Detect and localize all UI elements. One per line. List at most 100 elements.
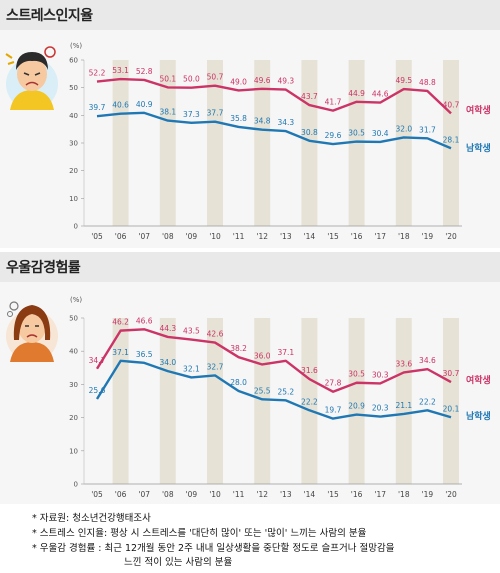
depression-data-label-male: 37.1: [112, 348, 129, 357]
depression-data-label-male: 34.0: [159, 358, 176, 367]
stress-x-tick-label: '16: [351, 232, 363, 241]
stress-x-tick-label: '19: [422, 232, 434, 241]
depression-band: [207, 318, 223, 484]
depression-y-tick-label: 30: [69, 381, 78, 389]
stress-data-label-male: 40.6: [112, 101, 129, 110]
depression-data-label-male: 32.1: [183, 364, 200, 373]
stress-data-label-female: 52.2: [89, 69, 106, 78]
depression-data-label-male: 25.6: [89, 386, 106, 395]
depression-y-tick-label: 20: [69, 414, 78, 422]
depression-data-label-female: 38.2: [230, 344, 247, 353]
stress-data-label-male: 34.3: [277, 118, 294, 127]
depression-data-label-female: 30.5: [348, 370, 365, 379]
stress-series-line-female: [96, 77, 452, 115]
depression-data-label-female: 27.8: [325, 379, 342, 388]
depression-x-tick-label: '07: [138, 490, 150, 499]
stress-data-label-male: 40.9: [136, 100, 153, 109]
stress-y-tick-label: 30: [69, 140, 78, 148]
depression-series-line-male: [95, 359, 452, 420]
depression-x-tick-label: '19: [422, 490, 434, 499]
stress-data-label-male: 29.6: [325, 131, 342, 140]
depression-band: [301, 318, 318, 484]
depression-data-label-female: 31.6: [301, 366, 318, 375]
depression-legend-female: 여학생: [466, 374, 491, 386]
note-stress-definition: * 스트레스 인지율: 평상 시 스트레스를 '대단히 많이' 또는 '많이' …: [32, 528, 367, 539]
depression-panel-body: [0, 282, 500, 504]
depression-panel: 우울감경험률 0 10 20 30 40 50 '05 '06 '07 '08 '09 '10 '11 '…: [0, 252, 500, 504]
stress-data-label-female: 50.1: [159, 74, 176, 83]
depression-data-label-female: 43.5: [183, 327, 200, 336]
stress-y-tick-label: 10: [69, 195, 78, 203]
stress-line-chart: 0 10 20 30 40 50 60 '05 '06 '07 '08 '09 '10 '11 '12 '13…: [69, 42, 491, 241]
depression-data-label-female: 34.6: [419, 356, 436, 365]
stress-data-label-female: 49.6: [254, 76, 271, 85]
depression-data-label-female: 34.7: [89, 356, 106, 365]
stress-x-tick-label: '14: [304, 232, 316, 241]
stress-data-label-male: 30.4: [372, 129, 389, 138]
note-depression-definition: * 우울감 경험률 : 최근 12개월 동안 2주 내내 일상생활을 중단할 정…: [32, 543, 395, 554]
depression-x-tick-label: '06: [115, 490, 127, 499]
stress-data-label-male: 31.7: [419, 125, 436, 134]
stress-data-label-female: 44.9: [348, 89, 365, 98]
stress-x-tick-label: '10: [209, 232, 221, 241]
sad-student-icon: [4, 296, 60, 362]
depression-y-tick-label: 0: [74, 481, 78, 489]
stress-band: [207, 60, 223, 226]
stress-y-tick-label: 50: [69, 84, 78, 92]
stress-band: [254, 60, 271, 226]
stress-series-line-male: [96, 111, 452, 150]
stress-x-tick-label: '08: [162, 232, 174, 241]
depression-legend-male: 남학생: [466, 410, 491, 422]
stress-data-label-female: 48.8: [419, 78, 436, 87]
stress-x-tick-label: '15: [327, 232, 339, 241]
depression-x-tick-label: '18: [398, 490, 410, 499]
depression-x-tick-label: '13: [280, 490, 292, 499]
stress-x-tick-label: '17: [374, 232, 386, 241]
depression-panel-header: 우울감경험률: [0, 252, 500, 282]
stress-x-tick-label: '06: [115, 232, 127, 241]
stress-data-label-female: 40.7: [443, 100, 460, 109]
depression-line-chart: 0 10 20 30 40 50 '05 '06 '07 '08 '09 '10 '11 '12 '13 '1…: [69, 296, 491, 499]
stress-x-tick-label: '07: [138, 232, 150, 241]
stress-data-label-female: 53.1: [112, 66, 129, 75]
depression-x-tick-label: '14: [304, 490, 316, 499]
stress-panel-body: [0, 30, 500, 248]
stress-data-label-female: 43.7: [301, 92, 318, 101]
stress-band: [395, 60, 412, 226]
stress-data-label-male: 38.1: [159, 108, 176, 117]
stress-x-tick-label: '18: [398, 232, 410, 241]
depression-band: [443, 318, 459, 484]
stress-y-tick-label: 40: [69, 112, 78, 120]
stress-x-tick-label: '13: [280, 232, 292, 241]
note-depression-definition-cont: 느낀 적이 있는 사람의 분율: [124, 557, 233, 568]
note-source: * 자료원: 청소년건강행태조사: [32, 513, 151, 524]
depression-chart-title: 우울감경험률: [6, 260, 81, 276]
stressed-student-icon: [4, 44, 60, 110]
depression-data-label-female: 44.3: [159, 324, 176, 333]
stress-data-label-female: 50.7: [207, 73, 224, 82]
stress-data-label-female: 49.5: [395, 76, 412, 85]
depression-data-label-male: 32.7: [207, 362, 224, 371]
stress-data-label-male: 32.0: [395, 124, 412, 133]
stress-y-tick-label: 0: [74, 223, 78, 231]
stress-y-tick-label: 20: [69, 167, 78, 175]
stress-band: [301, 60, 318, 226]
depression-x-tick-label: '09: [186, 490, 198, 499]
depression-y-tick-label: 40: [69, 348, 78, 356]
stress-data-label-female: 50.0: [183, 75, 200, 84]
depression-x-tick-label: '15: [327, 490, 339, 499]
depression-data-label-male: 19.7: [325, 406, 342, 415]
depression-x-tick-label: '16: [351, 490, 363, 499]
stress-data-label-male: 30.8: [301, 128, 318, 137]
stress-data-label-male: 37.3: [183, 110, 200, 119]
depression-x-tick-label: '11: [233, 490, 245, 499]
stress-panel: 스트레스인지율 0 10 20 30 40 50 60 '05 '06 '07 '08 '09 '10 '…: [0, 0, 500, 248]
stress-data-label-female: 41.7: [325, 98, 342, 107]
stress-y-tick-label: 60: [69, 57, 78, 65]
stress-x-tick-label: '11: [233, 232, 245, 241]
stress-panel-header: 스트레스인지율: [0, 0, 500, 30]
depression-data-label-male: 20.9: [348, 402, 365, 411]
depression-y-tick-label: 50: [69, 315, 78, 323]
depression-band: [254, 318, 271, 484]
depression-x-tick-label: '10: [209, 490, 221, 499]
